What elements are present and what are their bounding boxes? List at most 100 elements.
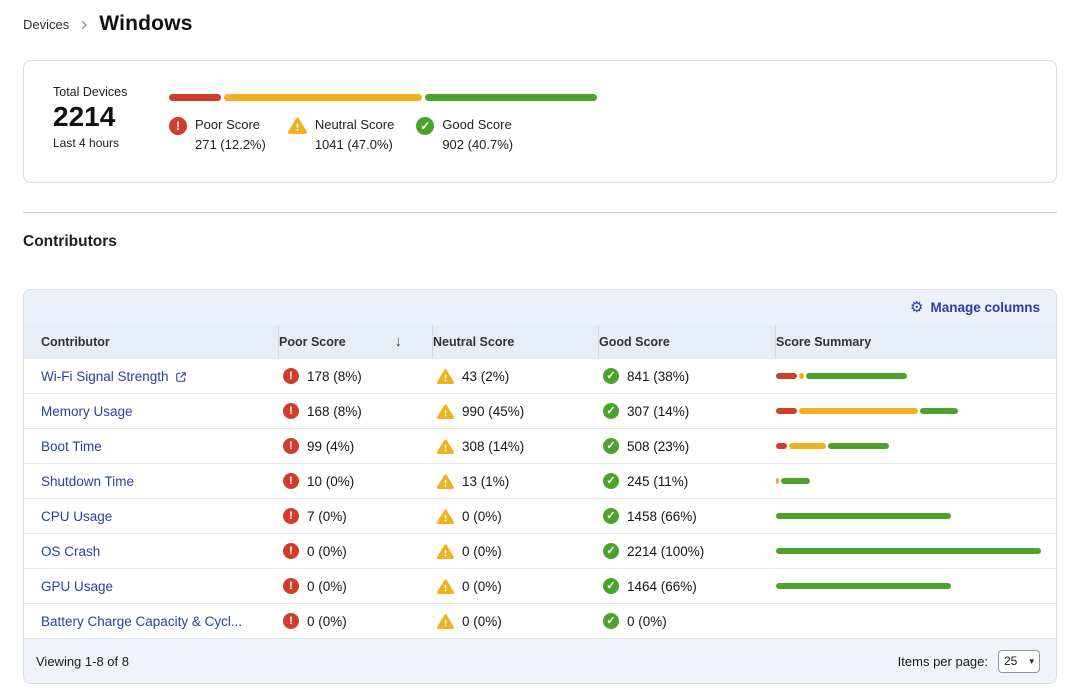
neutral-score-icon [437, 579, 454, 594]
poor-score-icon: ! [283, 508, 299, 524]
score-summary-segment-good [920, 408, 957, 414]
table-toolbar: ⚙ Manage columns [24, 290, 1056, 325]
stacked-bar-segment-neutral [224, 94, 423, 101]
poor-score-icon: ! [283, 403, 299, 419]
contributor-link[interactable]: CPU Usage [41, 509, 112, 524]
contributor-cell: OS Crash [24, 544, 279, 559]
column-header-score-summary[interactable]: Score Summary [776, 325, 1056, 358]
legend-label: Good Score [442, 117, 513, 132]
neutral-score-icon [437, 614, 454, 629]
good-score-icon: ✓ [603, 613, 619, 629]
contributor-link[interactable]: Boot Time [41, 439, 102, 454]
legend-label: Neutral Score [315, 117, 394, 132]
neutral-score-icon [437, 509, 454, 524]
contributor-cell: Boot Time [24, 439, 279, 454]
pagination-status: Viewing 1-8 of 8 [36, 654, 129, 669]
items-per-page-select[interactable]: 25 ▾ [998, 650, 1040, 673]
poor-score-value: 0 (0%) [307, 544, 347, 559]
legend-poor-score: ! Poor Score 271 (12.2%) [169, 117, 266, 152]
contributor-cell: Memory Usage [24, 404, 279, 419]
contributor-link[interactable]: Battery Charge Capacity & Cycl... [41, 614, 242, 629]
good-score-cell: ✓ 841 (38%) [599, 368, 776, 384]
poor-score-value: 0 (0%) [307, 579, 347, 594]
poor-score-icon: ! [283, 578, 299, 594]
column-header-contributor[interactable]: Contributor [24, 325, 279, 358]
table-row: Wi-Fi Signal Strength!178 (8%)43 (2%)✓84… [24, 358, 1056, 393]
total-devices-period: Last 4 hours [53, 136, 169, 150]
sort-descending-icon[interactable]: ↓ [395, 333, 403, 350]
page-title: Windows [99, 12, 192, 36]
column-header-poor-score[interactable]: Poor Score ↓ [279, 325, 433, 358]
contributor-cell: Battery Charge Capacity & Cycl... [24, 614, 279, 629]
breadcrumb: Devices Windows [0, 0, 1079, 36]
table-footer: Viewing 1-8 of 8 Items per page: 25 ▾ [24, 638, 1056, 683]
score-summary-segment-good [781, 478, 810, 484]
table-row: Battery Charge Capacity & Cycl... !0 (0%)… [24, 603, 1056, 638]
score-summary-segment-poor [776, 373, 797, 379]
score-summary-segment-neutral [799, 373, 804, 379]
score-summary-segment-good [776, 548, 1041, 554]
poor-score-value: 168 (8%) [307, 404, 362, 419]
good-score-value: 1458 (66%) [627, 509, 697, 524]
devices-score-page: Devices Windows Total Devices 2214 Last … [0, 0, 1079, 684]
chevron-right-icon [78, 19, 90, 31]
contributor-cell: Shutdown Time [24, 474, 279, 489]
score-summary-bar [776, 373, 1041, 379]
gear-icon: ⚙ [910, 300, 923, 315]
neutral-score-value: 0 (0%) [462, 614, 502, 629]
breadcrumb-devices-link[interactable]: Devices [23, 17, 69, 32]
good-score-value: 841 (38%) [627, 369, 689, 384]
score-summary-bar [776, 443, 1041, 449]
items-per-page: Items per page: 25 ▾ [898, 650, 1040, 673]
table-header: Contributor Poor Score ↓ Neutral Score G… [24, 325, 1056, 358]
poor-score-value: 10 (0%) [307, 474, 354, 489]
poor-score-value: 7 (0%) [307, 509, 347, 524]
score-summary-cell [776, 373, 1056, 379]
contributors-table: ⚙ Manage columns Contributor Poor Score … [23, 289, 1057, 684]
good-score-cell: ✓245 (11%) [599, 473, 776, 489]
poor-score-cell: ! 7 (0%) [279, 508, 433, 524]
poor-score-cell: !0 (0%) [279, 613, 433, 629]
table-row: OS Crash!0 (0%)0 (0%)✓2214 (100%) [24, 533, 1056, 568]
contributor-link[interactable]: Shutdown Time [41, 474, 134, 489]
manage-columns-button[interactable]: ⚙ Manage columns [910, 300, 1040, 315]
score-summary-segment-neutral [776, 478, 779, 484]
dropdown-caret-icon: ▾ [1029, 657, 1034, 666]
neutral-score-icon [437, 544, 454, 559]
good-score-icon: ✓ [603, 368, 619, 384]
score-summary-segment-poor [776, 443, 787, 449]
score-summary-bar [776, 478, 1041, 484]
contributor-link[interactable]: GPU Usage [41, 579, 113, 594]
poor-score-value: 99 (4%) [307, 439, 354, 454]
score-summary-cell [776, 443, 1056, 449]
good-score-cell: ✓1458 (66%) [599, 508, 776, 524]
total-devices-label: Total Devices [53, 85, 169, 99]
score-summary-bar [776, 618, 1041, 624]
poor-score-cell: ! 0 (0%) [279, 578, 433, 594]
neutral-score-icon [288, 117, 307, 134]
contributor-link[interactable]: Wi-Fi Signal Strength [41, 369, 169, 384]
good-score-cell: ✓2214 (100%) [599, 543, 776, 559]
good-score-value: 307 (14%) [627, 404, 689, 419]
neutral-score-value: 43 (2%) [462, 369, 509, 384]
good-score-cell: ✓0 (0%) [599, 613, 776, 629]
legend-value: 1041 (47.0%) [315, 137, 394, 152]
neutral-score-cell: 308 (14%) [433, 439, 599, 454]
column-header-label: Poor Score [279, 335, 346, 349]
good-score-value: 2214 (100%) [627, 544, 704, 559]
column-header-neutral-score[interactable]: Neutral Score [433, 325, 599, 358]
stacked-bar-segment-poor [169, 94, 221, 101]
contributor-link[interactable]: Memory Usage [41, 404, 133, 419]
neutral-score-value: 13 (1%) [462, 474, 509, 489]
neutral-score-cell: 13 (1%) [433, 474, 599, 489]
neutral-score-cell: 0 (0%) [433, 614, 599, 629]
good-score-value: 508 (23%) [627, 439, 689, 454]
score-summary-bar [776, 408, 1041, 414]
column-header-good-score[interactable]: Good Score [599, 325, 776, 358]
score-summary-cell [776, 478, 1056, 484]
score-summary-cell [776, 513, 1056, 519]
poor-score-value: 0 (0%) [307, 614, 347, 629]
items-per-page-label: Items per page: [898, 654, 988, 669]
good-score-cell: ✓307 (14%) [599, 403, 776, 419]
contributor-link[interactable]: OS Crash [41, 544, 100, 559]
